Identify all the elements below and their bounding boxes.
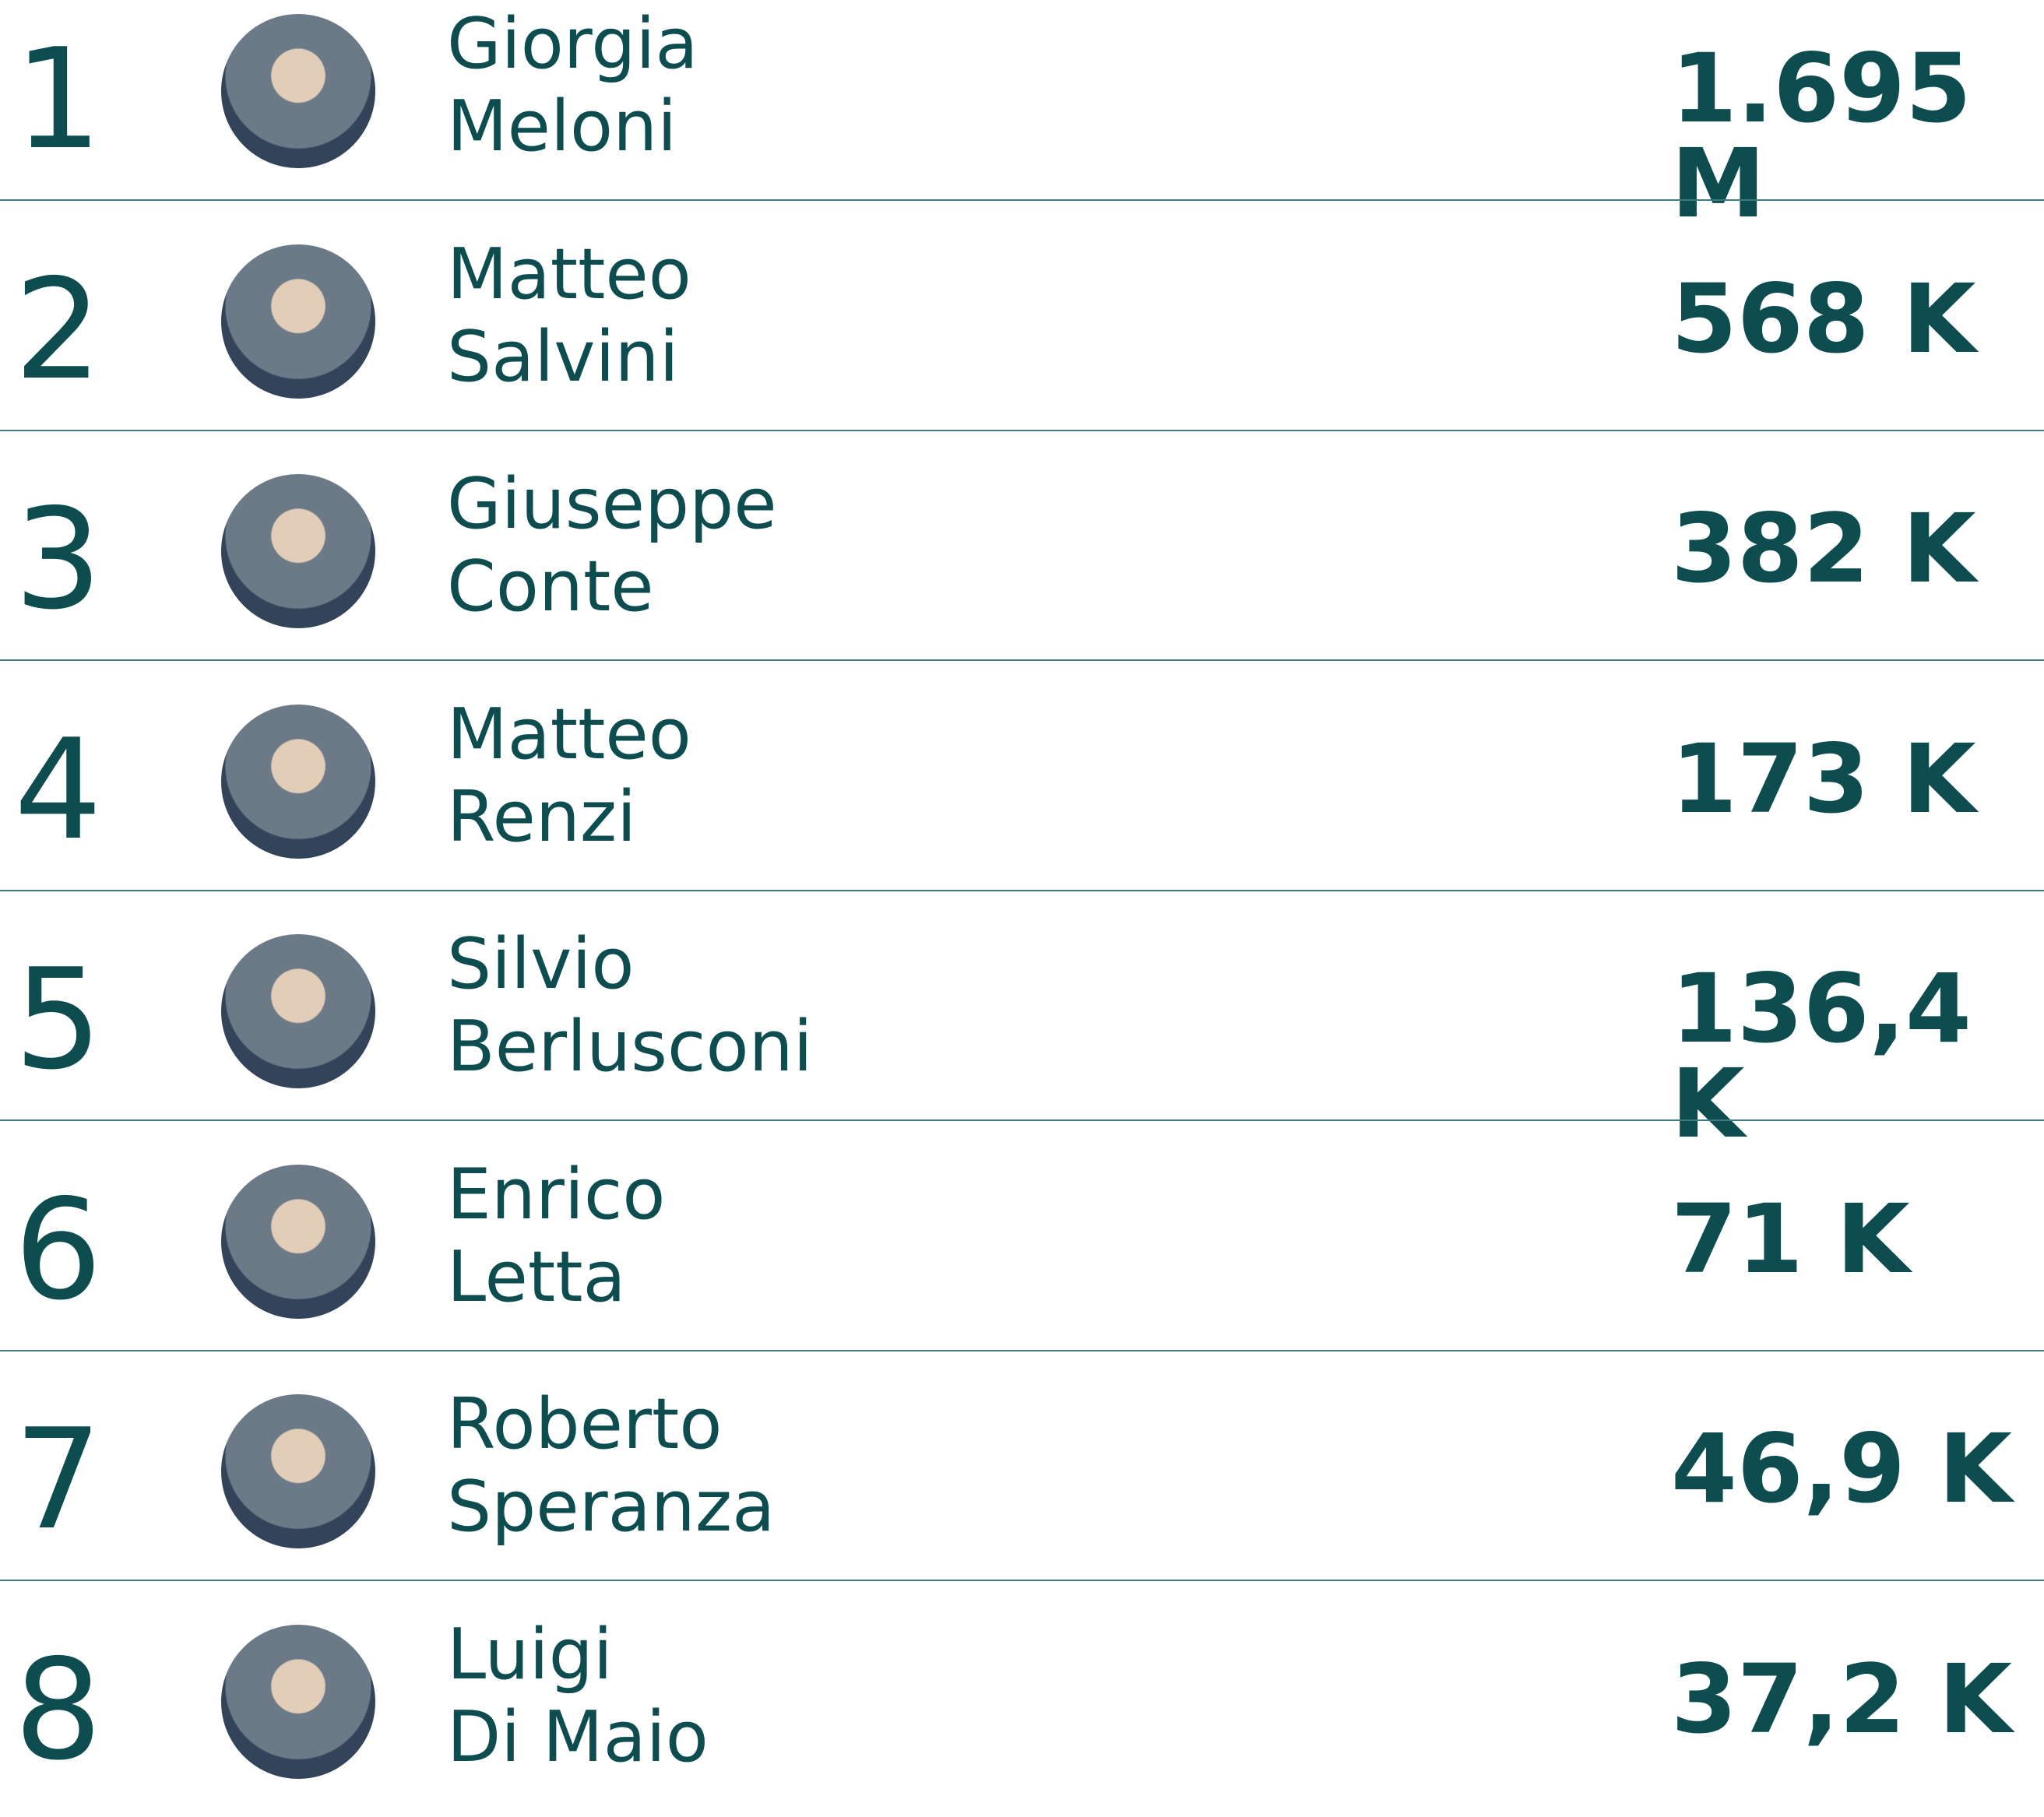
- row-separator: [0, 1119, 2044, 1121]
- rank-number: 4: [14, 721, 102, 859]
- rank-number: 8: [14, 1641, 102, 1780]
- ranking-page: {"list": {"rows": [ {"rank": "1", "first…: [0, 0, 2044, 1774]
- follower-count: 46,9 K: [1671, 1422, 2012, 1517]
- first-name: Giuseppe: [447, 464, 777, 545]
- last-name: Salvini: [447, 317, 679, 398]
- avatar-photo: [221, 934, 375, 1088]
- last-name: Meloni: [447, 86, 677, 167]
- follower-count: 136,4 K: [1671, 961, 2044, 1151]
- last-name: Conte: [447, 547, 654, 627]
- row-separator: [0, 659, 2044, 661]
- first-name: Matteo: [447, 694, 691, 775]
- avatar-photo: [221, 244, 375, 399]
- first-name: Luigi: [447, 1615, 613, 1696]
- row-separator: [0, 890, 2044, 891]
- follower-count: 37,2 K: [1671, 1652, 2012, 1747]
- rank-number: 1: [14, 30, 102, 169]
- last-name: Berlusconi: [447, 1007, 813, 1088]
- follower-count: 568 K: [1671, 272, 1976, 367]
- row-separator: [0, 1580, 2044, 1581]
- first-name: Giorgia: [447, 4, 698, 85]
- avatar-photo: [221, 474, 375, 628]
- rank-number: 2: [14, 261, 102, 399]
- avatar-photo: [221, 14, 375, 168]
- row-separator: [0, 430, 2044, 431]
- last-name: Renzi: [447, 777, 636, 858]
- row-separator: [0, 199, 2044, 201]
- avatar-photo: [221, 1165, 375, 1319]
- rank-number: 6: [14, 1181, 102, 1320]
- avatar-photo: [221, 705, 375, 859]
- last-name: Letta: [447, 1237, 626, 1318]
- rank-number: 5: [14, 951, 102, 1089]
- row-separator: [0, 1350, 2044, 1351]
- last-name: Speranza: [447, 1467, 775, 1548]
- first-name: Roberto: [447, 1384, 722, 1465]
- first-name: Matteo: [447, 234, 691, 315]
- rank-number: 7: [14, 1411, 102, 1549]
- avatar-photo: [221, 1625, 375, 1779]
- follower-count: 71 K: [1671, 1192, 1910, 1287]
- follower-count: 1.695 M: [1671, 41, 2044, 231]
- follower-count: 382 K: [1671, 501, 1976, 596]
- last-name: Di Maio: [447, 1697, 709, 1778]
- first-name: Silvio: [447, 924, 634, 1005]
- avatar-photo: [221, 1394, 375, 1548]
- rank-number: 3: [14, 490, 102, 629]
- follower-count: 173 K: [1671, 732, 1976, 827]
- first-name: Enrico: [447, 1155, 665, 1235]
